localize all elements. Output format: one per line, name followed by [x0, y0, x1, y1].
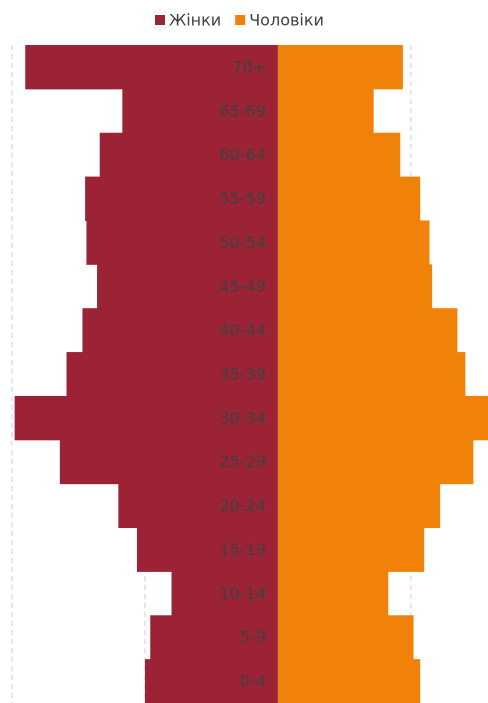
bar [277, 527, 425, 572]
bar [99, 132, 278, 178]
category-label: 60-64 [219, 145, 266, 164]
bar [66, 352, 278, 397]
bar [277, 308, 458, 353]
category-label: 30-34 [219, 408, 266, 427]
category-label: 0-4 [240, 672, 266, 691]
bar [25, 45, 278, 90]
bar [277, 352, 466, 397]
bar [82, 308, 278, 353]
bar [277, 395, 488, 441]
bar [136, 527, 278, 572]
legend-swatch [235, 15, 246, 25]
category-label: 5-9 [240, 628, 266, 647]
bar [171, 571, 278, 616]
bar [277, 132, 401, 178]
bar [277, 659, 421, 703]
category-label: 70+ [232, 57, 266, 76]
bar [144, 659, 278, 703]
category-label: 15-19 [219, 540, 266, 559]
category-label: 20-24 [219, 496, 266, 515]
bar [277, 176, 421, 221]
category-label: 65-69 [219, 101, 266, 120]
bar [277, 439, 474, 485]
bar [85, 176, 278, 221]
category-label: 35-39 [219, 365, 266, 384]
bar [277, 45, 403, 90]
bar [97, 264, 278, 309]
bar [14, 395, 278, 441]
legend-label: Жінки [169, 11, 221, 30]
bar [277, 483, 441, 529]
category-label: 25-29 [219, 452, 266, 471]
category-label: 45-49 [219, 277, 266, 296]
legend-swatch [155, 15, 165, 25]
bar [277, 88, 374, 134]
bar [277, 615, 414, 660]
bar [118, 483, 278, 529]
category-label: 40-44 [219, 321, 266, 340]
bar [59, 439, 278, 485]
legend-label: Чоловіки [249, 11, 324, 30]
category-label: 55-59 [219, 189, 266, 208]
category-label: 50-54 [219, 233, 266, 252]
bar [150, 615, 278, 660]
bar [277, 220, 430, 265]
bar [122, 88, 278, 134]
bar [86, 220, 278, 265]
category-label: 10-14 [219, 584, 266, 603]
bar [277, 571, 389, 616]
bar [277, 264, 433, 309]
